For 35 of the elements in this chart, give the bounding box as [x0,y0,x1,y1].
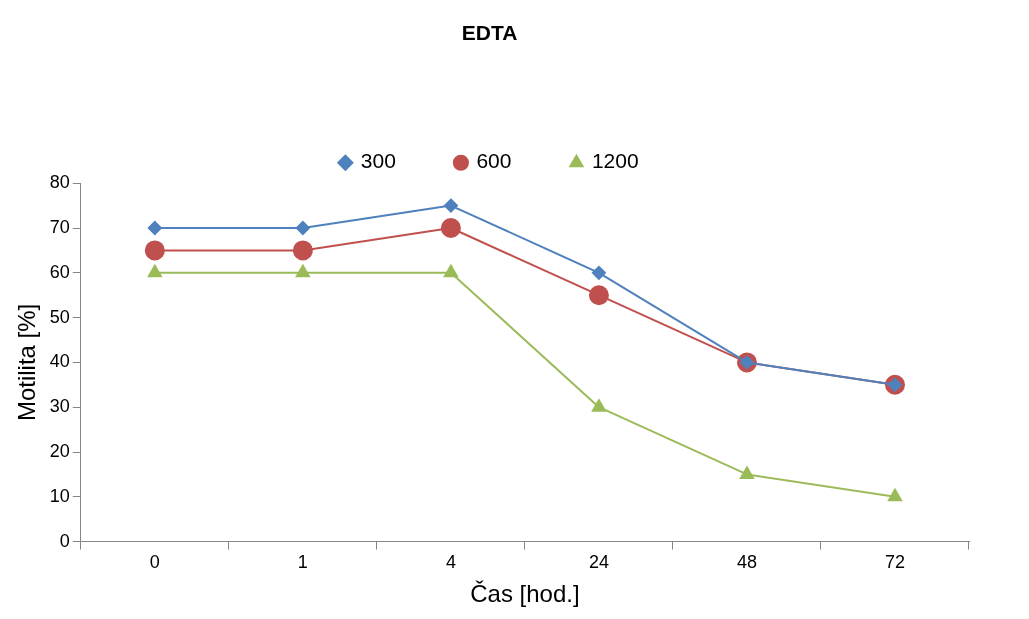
y-tick-label: 40 [49,351,70,372]
y-tick-label: 30 [49,396,70,417]
y-tick-label: 50 [49,306,70,327]
y-axis-title: Motilita [%] [13,303,41,422]
y-tick-label: 20 [49,440,70,461]
y-tick-label: 60 [49,261,70,282]
point [144,240,165,261]
chart-title: EDTA [461,21,518,45]
point [591,399,606,412]
legend-label: 1200 [591,149,639,173]
y-tick-label: 70 [49,216,70,237]
point [887,488,903,502]
point [295,264,310,278]
point [591,265,606,280]
y-tick-label: 10 [49,485,70,506]
x-tick-label: 48 [736,552,757,573]
y-tick-label: 80 [49,172,70,193]
x-tick-label: 72 [884,552,905,573]
legend-label: 600 [476,149,512,173]
x-tick-label: 0 [149,552,160,573]
point [443,198,458,213]
point [588,285,609,306]
point [295,221,310,235]
point [147,221,162,235]
point [292,240,313,261]
point [443,264,458,278]
x-tick-label: 1 [297,552,308,573]
point [440,218,461,238]
x-tick-label: 24 [588,552,609,573]
y-tick-label: 0 [59,530,70,551]
x-axis-title: Čas [hod.] [470,580,580,608]
legend-label: 300 [360,149,396,173]
point [739,466,755,479]
x-tick-label: 4 [445,552,456,573]
point [147,264,162,278]
